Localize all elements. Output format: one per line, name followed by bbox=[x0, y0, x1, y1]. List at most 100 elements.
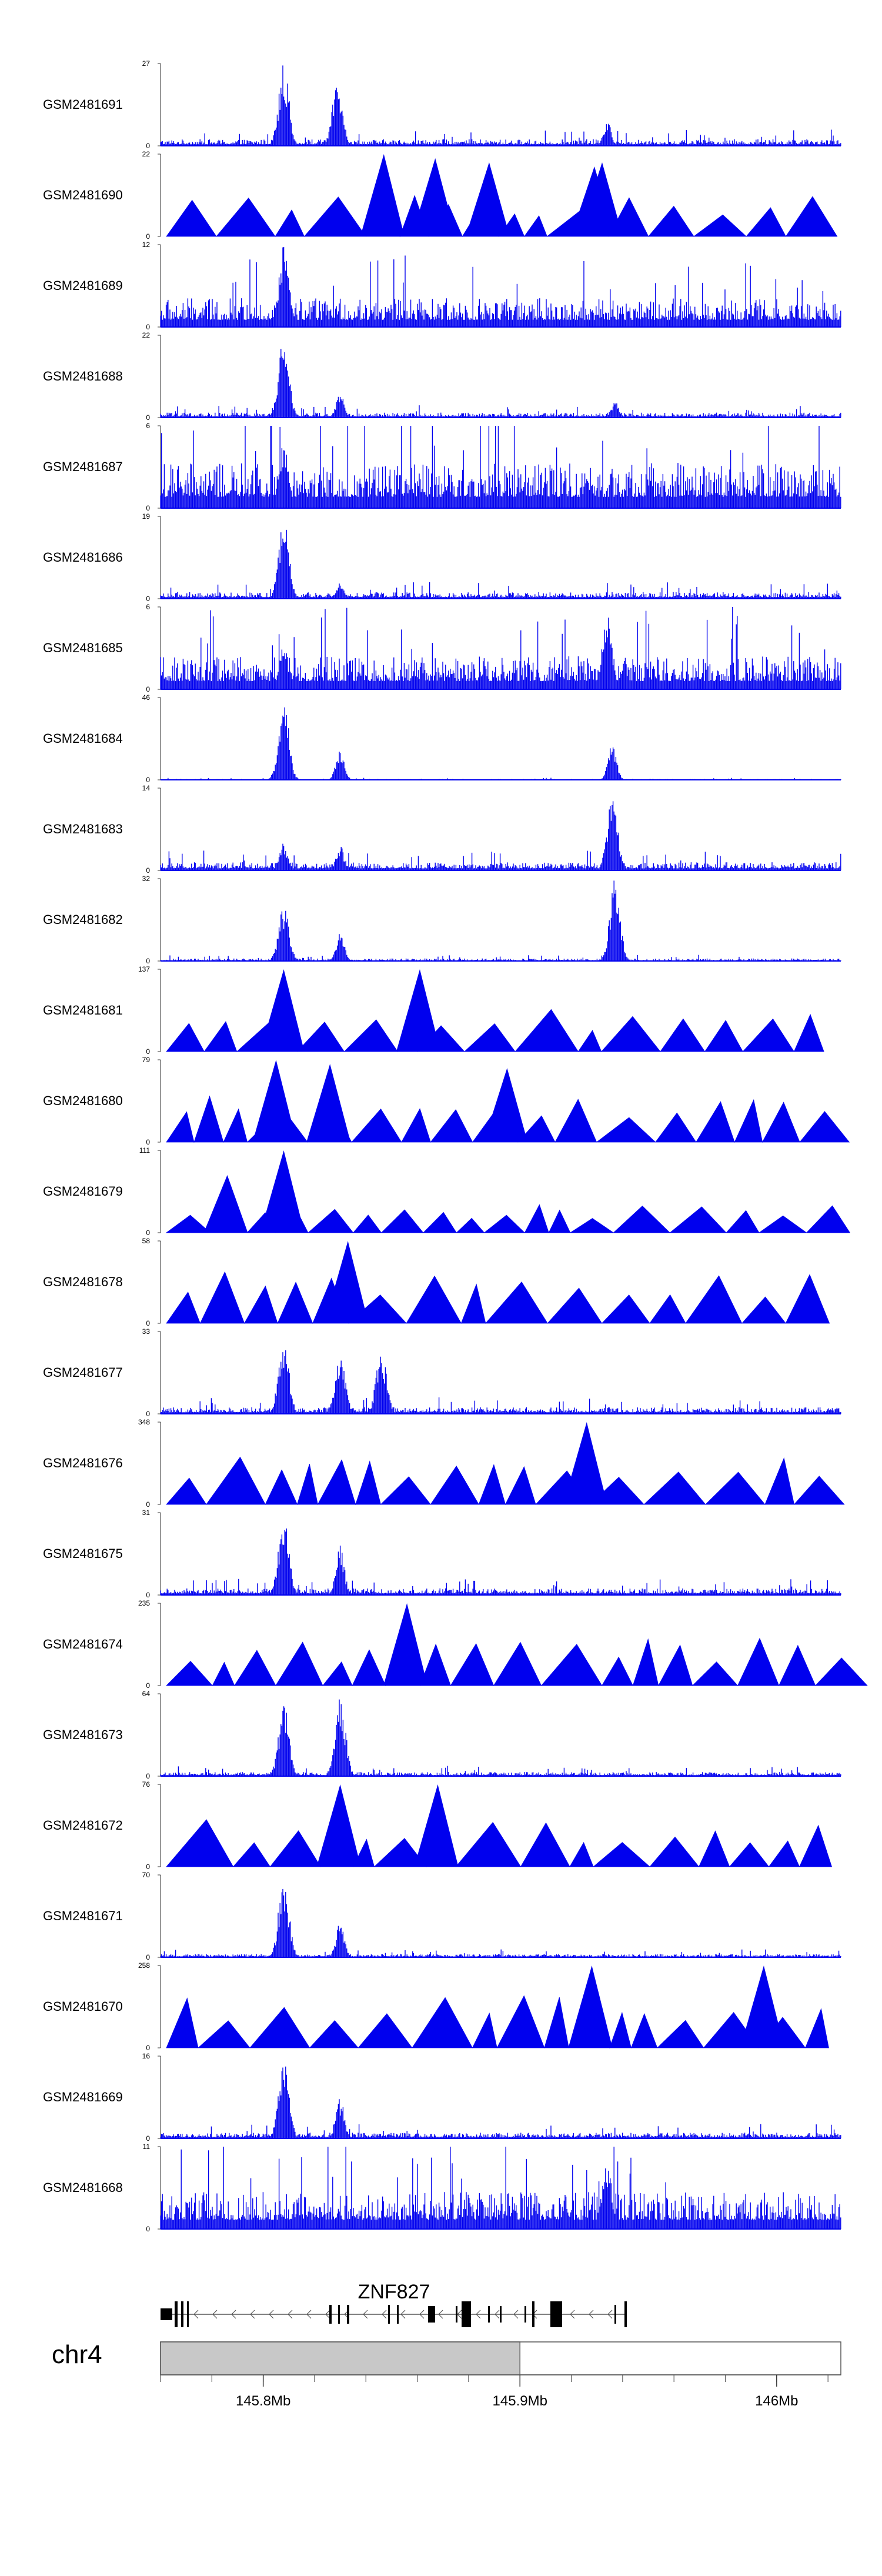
chromosome-axis-track: chr4 145.8Mb 145.9Mb 146Mb bbox=[52, 2340, 841, 2409]
y-max-label: 64 bbox=[142, 1690, 151, 1698]
coverage-signal bbox=[160, 1528, 841, 1595]
track-GSM2481685: GSM2481685 6 0 bbox=[43, 603, 841, 693]
strand-arrow bbox=[363, 2310, 368, 2319]
y-min-label: 0 bbox=[146, 1229, 150, 1237]
track-GSM2481683: GSM2481683 14 0 bbox=[43, 784, 841, 875]
track-GSM2481680: GSM2481680 79 0 bbox=[43, 1056, 850, 1146]
gene-exon bbox=[338, 2305, 340, 2324]
y-max-label: 16 bbox=[142, 2052, 151, 2060]
strand-arrow bbox=[288, 2310, 293, 2319]
y-max-label: 6 bbox=[146, 422, 150, 430]
track-label: GSM2481677 bbox=[43, 1365, 123, 1380]
gene-exon bbox=[456, 2306, 457, 2323]
track-GSM2481691: GSM2481691 27 0 bbox=[43, 59, 841, 150]
coverage-peak bbox=[360, 154, 405, 236]
track-GSM2481688: GSM2481688 22 0 bbox=[43, 331, 841, 422]
y-max-label: 70 bbox=[142, 1871, 151, 1879]
y-max-label: 12 bbox=[142, 241, 151, 249]
y-max-label: 31 bbox=[142, 1509, 151, 1517]
gene-exon bbox=[181, 2301, 183, 2327]
coverage-peak bbox=[396, 969, 440, 1052]
strand-arrow bbox=[419, 2310, 425, 2319]
coverage-signal bbox=[160, 2147, 841, 2229]
track-label: GSM2481686 bbox=[43, 550, 123, 565]
y-min-label: 0 bbox=[146, 1953, 150, 1961]
y-max-label: 19 bbox=[142, 512, 151, 520]
track-GSM2481677: GSM2481677 33 0 bbox=[43, 1327, 841, 1418]
strand-arrow bbox=[495, 2310, 500, 2319]
y-min-label: 0 bbox=[146, 1319, 150, 1327]
coverage-signal bbox=[160, 1699, 841, 1776]
track-GSM2481679: GSM2481679 111 0 bbox=[43, 1146, 851, 1237]
coverage-signal bbox=[166, 1637, 868, 1687]
y-min-label: 0 bbox=[146, 2044, 150, 2052]
y-min-label: 0 bbox=[146, 1591, 150, 1599]
coverage-peak bbox=[260, 1150, 305, 1233]
tick-label: 145.8Mb bbox=[236, 2393, 290, 2409]
strand-arrow bbox=[382, 2310, 387, 2319]
gene-exon bbox=[175, 2301, 178, 2327]
track-GSM2481674: GSM2481674 235 0 bbox=[43, 1599, 868, 1690]
strand-arrow bbox=[250, 2310, 255, 2319]
gene-exon bbox=[388, 2305, 390, 2324]
track-GSM2481668: GSM2481668 11 0 bbox=[43, 2143, 841, 2233]
coverage-peak bbox=[316, 1784, 361, 1867]
coverage-signal bbox=[160, 880, 841, 961]
y-min-label: 0 bbox=[146, 504, 150, 512]
strand-arrow bbox=[438, 2310, 443, 2319]
strand-arrow bbox=[325, 2310, 330, 2319]
gene-exon bbox=[187, 2301, 189, 2327]
y-min-label: 0 bbox=[146, 1138, 150, 1146]
gene-exon bbox=[550, 2301, 562, 2327]
track-GSM2481673: GSM2481673 64 0 bbox=[43, 1690, 841, 1780]
y-max-label: 79 bbox=[142, 1056, 151, 1064]
y-min-label: 0 bbox=[146, 413, 150, 422]
track-GSM2481671: GSM2481671 70 0 bbox=[43, 1871, 841, 1961]
strand-arrow bbox=[400, 2310, 406, 2319]
coverage-peak bbox=[483, 1068, 528, 1142]
tick-label: 145.9Mb bbox=[493, 2393, 547, 2409]
gene-exon bbox=[161, 2308, 172, 2320]
track-GSM2481682: GSM2481682 32 0 bbox=[43, 875, 841, 965]
track-GSM2481675: GSM2481675 31 0 bbox=[43, 1509, 841, 1599]
track-label: GSM2481685 bbox=[43, 640, 123, 655]
coverage-tracks: GSM2481691270GSM2481690220GSM2481689120G… bbox=[43, 59, 868, 2233]
gene-exon bbox=[397, 2305, 399, 2324]
coverage-signal bbox=[160, 801, 841, 870]
coverage-signal bbox=[166, 195, 838, 238]
y-max-label: 58 bbox=[142, 1237, 151, 1245]
strand-arrow bbox=[269, 2310, 274, 2319]
y-max-label: 22 bbox=[142, 150, 151, 158]
gene-exon bbox=[524, 2306, 526, 2323]
track-label: GSM2481684 bbox=[43, 731, 123, 746]
y-min-label: 0 bbox=[146, 685, 150, 693]
track-label: GSM2481688 bbox=[43, 369, 123, 383]
track-GSM2481676: GSM2481676 348 0 bbox=[43, 1418, 845, 1509]
y-max-label: 11 bbox=[143, 2143, 151, 2151]
coverage-signal bbox=[160, 426, 841, 508]
y-min-label: 0 bbox=[146, 232, 150, 241]
y-min-label: 0 bbox=[146, 2225, 150, 2233]
coverage-peak bbox=[414, 1784, 459, 1867]
y-min-label: 0 bbox=[146, 142, 150, 150]
track-GSM2481672: GSM2481672 76 0 bbox=[43, 1780, 833, 1871]
track-GSM2481686: GSM2481686 19 0 bbox=[43, 512, 841, 603]
track-label: GSM2481675 bbox=[43, 1546, 123, 1561]
y-max-label: 22 bbox=[142, 331, 151, 339]
gene-model bbox=[161, 2301, 627, 2327]
coverage-signal bbox=[160, 2066, 841, 2138]
strand-arrow bbox=[476, 2310, 481, 2319]
coverage-signal bbox=[160, 607, 841, 689]
y-min-label: 0 bbox=[146, 323, 150, 331]
y-max-label: 32 bbox=[142, 875, 151, 883]
y-max-label: 235 bbox=[138, 1599, 150, 1607]
y-min-label: 0 bbox=[146, 1863, 150, 1871]
strand-arrow bbox=[212, 2310, 218, 2319]
track-GSM2481678: GSM2481678 58 0 bbox=[43, 1237, 830, 1327]
tick-label: 146Mb bbox=[755, 2393, 798, 2409]
y-max-label: 111 bbox=[139, 1146, 151, 1154]
coverage-signal bbox=[160, 707, 841, 780]
track-label: GSM2481691 bbox=[43, 97, 123, 112]
y-max-label: 46 bbox=[142, 693, 151, 702]
